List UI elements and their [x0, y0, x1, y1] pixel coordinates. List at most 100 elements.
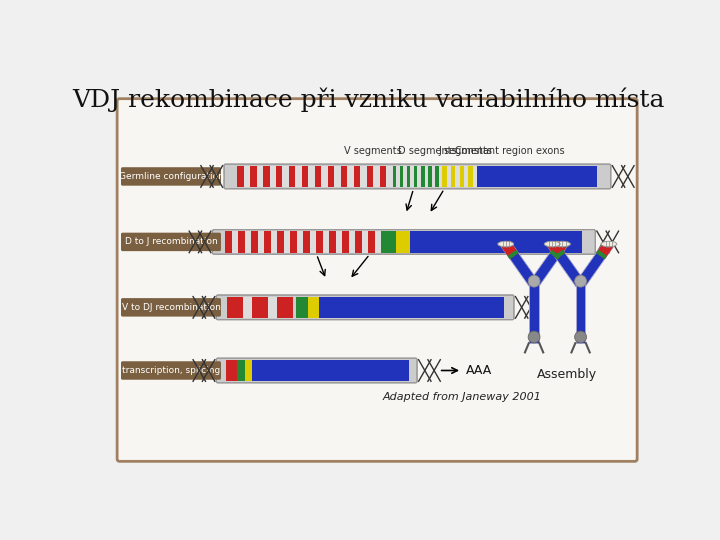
Ellipse shape: [544, 241, 560, 247]
Bar: [245, 360, 253, 381]
Bar: [336, 231, 342, 253]
Bar: [381, 231, 396, 253]
Text: AAA: AAA: [466, 364, 492, 377]
Bar: [472, 166, 477, 187]
Bar: [355, 231, 361, 253]
Text: V to DJ recombination: V to DJ recombination: [122, 303, 220, 312]
Circle shape: [575, 331, 587, 343]
Bar: [226, 360, 237, 381]
Bar: [264, 231, 271, 253]
Bar: [407, 166, 410, 187]
Ellipse shape: [554, 241, 570, 247]
Polygon shape: [596, 250, 607, 259]
Bar: [238, 231, 245, 253]
Text: Germline configuration: Germline configuration: [119, 172, 223, 181]
Bar: [315, 166, 321, 187]
Bar: [334, 166, 341, 187]
Bar: [360, 166, 366, 187]
Polygon shape: [576, 241, 613, 287]
Circle shape: [528, 275, 540, 287]
FancyBboxPatch shape: [121, 361, 221, 380]
Bar: [307, 296, 320, 318]
FancyBboxPatch shape: [121, 298, 221, 316]
Bar: [392, 166, 396, 187]
Bar: [276, 166, 282, 187]
Bar: [410, 166, 414, 187]
Bar: [468, 166, 472, 187]
Polygon shape: [548, 241, 565, 259]
Bar: [245, 231, 251, 253]
Bar: [250, 166, 256, 187]
Bar: [455, 166, 459, 187]
Bar: [290, 231, 297, 253]
Bar: [328, 166, 334, 187]
FancyBboxPatch shape: [216, 358, 417, 383]
Bar: [374, 231, 381, 253]
Bar: [323, 231, 329, 253]
Bar: [295, 166, 302, 187]
Bar: [432, 166, 436, 187]
Bar: [459, 166, 464, 187]
Circle shape: [575, 275, 587, 287]
Bar: [227, 296, 243, 318]
Bar: [263, 166, 269, 187]
Bar: [354, 166, 360, 187]
Bar: [276, 296, 293, 318]
Text: V segments: V segments: [344, 146, 402, 157]
Bar: [253, 360, 408, 381]
FancyBboxPatch shape: [216, 295, 514, 320]
Bar: [348, 231, 355, 253]
Polygon shape: [501, 241, 539, 287]
Bar: [269, 166, 276, 187]
Bar: [368, 231, 374, 253]
Bar: [414, 166, 418, 187]
Bar: [237, 360, 245, 381]
Text: Assembly: Assembly: [536, 368, 597, 381]
Bar: [464, 166, 468, 187]
Circle shape: [528, 331, 540, 343]
Bar: [252, 296, 268, 318]
Polygon shape: [548, 241, 585, 287]
Polygon shape: [596, 241, 613, 259]
Bar: [400, 166, 403, 187]
Bar: [271, 231, 277, 253]
FancyBboxPatch shape: [121, 167, 221, 186]
Bar: [421, 166, 425, 187]
Polygon shape: [508, 250, 518, 259]
Bar: [302, 166, 308, 187]
Text: D to J recombination: D to J recombination: [125, 238, 217, 246]
Bar: [403, 166, 407, 187]
Text: transcription, splicing: transcription, splicing: [122, 366, 220, 375]
Bar: [243, 296, 252, 318]
Bar: [256, 166, 263, 187]
FancyBboxPatch shape: [212, 230, 595, 254]
Polygon shape: [530, 241, 567, 287]
Bar: [477, 166, 597, 187]
Text: Adapted from Janeway 2001: Adapted from Janeway 2001: [382, 393, 541, 402]
Bar: [442, 166, 446, 187]
Bar: [446, 166, 451, 187]
Bar: [296, 296, 307, 318]
Bar: [308, 166, 315, 187]
Bar: [297, 231, 303, 253]
Bar: [321, 166, 328, 187]
Bar: [341, 166, 347, 187]
Bar: [303, 231, 310, 253]
FancyBboxPatch shape: [117, 99, 637, 461]
Bar: [386, 166, 392, 187]
Bar: [284, 231, 290, 253]
Bar: [428, 166, 432, 187]
Bar: [232, 231, 238, 253]
Bar: [396, 166, 400, 187]
Bar: [268, 296, 276, 318]
Bar: [438, 166, 442, 187]
Bar: [396, 231, 410, 253]
Bar: [436, 166, 438, 187]
Polygon shape: [554, 250, 565, 259]
Bar: [347, 166, 354, 187]
Bar: [237, 166, 243, 187]
Bar: [366, 166, 373, 187]
Text: J segments: J segments: [438, 146, 492, 157]
Bar: [418, 166, 421, 187]
Bar: [289, 166, 295, 187]
